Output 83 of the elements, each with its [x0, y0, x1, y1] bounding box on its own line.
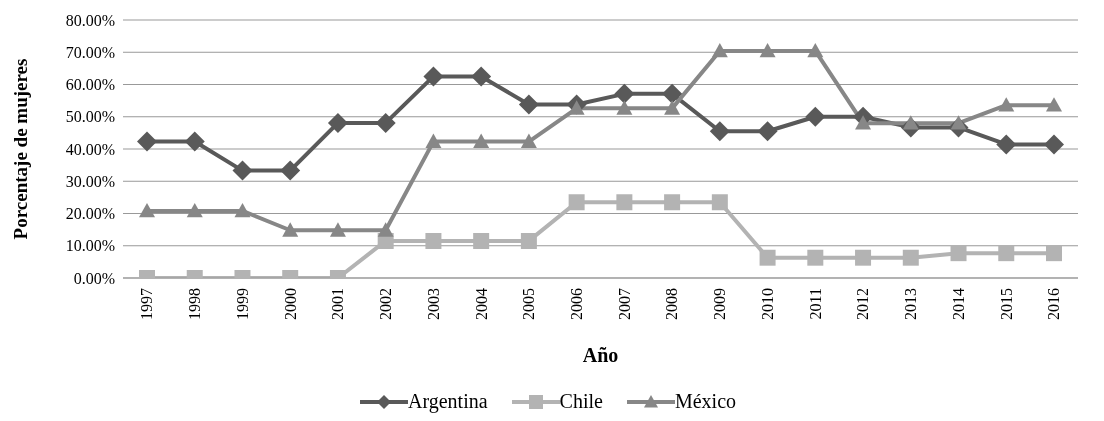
y-tick-label: 40.00% [65, 140, 115, 158]
point [425, 232, 442, 249]
point [425, 133, 442, 148]
point [329, 222, 346, 237]
legend-label: Argentina [407, 390, 488, 413]
point [759, 42, 776, 58]
y-tick-label: 80.00% [65, 11, 115, 29]
y-axis-title: Porcentaje de mujeres [9, 58, 31, 240]
x-tick-label: 2012 [854, 288, 872, 320]
point [327, 112, 348, 133]
point [996, 134, 1017, 155]
point [377, 222, 394, 237]
x-tick-label: 2005 [520, 288, 538, 320]
x-tick-label: 1997 [138, 288, 156, 320]
x-tick-label: 2010 [758, 288, 776, 320]
x-tick-label: 2008 [663, 288, 681, 320]
point [807, 249, 824, 266]
y-tick-label: 0.00% [73, 269, 115, 287]
x-tick-label: 2014 [949, 288, 967, 320]
point [902, 249, 919, 266]
x-axis-title: Año [582, 344, 619, 366]
point [950, 245, 967, 262]
point [186, 202, 203, 218]
y-tick-label: 10.00% [65, 237, 115, 255]
x-tick-label: 2011 [806, 288, 824, 320]
point [709, 121, 730, 142]
point [711, 42, 728, 58]
point [902, 115, 919, 130]
x-tick-label: 2002 [377, 288, 395, 320]
point [137, 131, 157, 152]
point [520, 232, 537, 249]
x-tick-label: 2001 [329, 288, 347, 320]
x-tick-label: 2000 [281, 288, 299, 320]
y-tick-label: 70.00% [65, 43, 115, 61]
point [614, 83, 635, 104]
x-tick-label: 2009 [711, 288, 729, 320]
point [280, 160, 301, 181]
point [1046, 245, 1062, 262]
point [375, 112, 396, 133]
point [423, 66, 444, 87]
point [232, 160, 253, 181]
legend-label: México [674, 390, 737, 413]
x-tick-label: 2007 [615, 288, 633, 320]
point [473, 232, 490, 249]
point [184, 131, 205, 152]
point [616, 100, 633, 115]
y-tick-label: 30.00% [65, 172, 115, 190]
point [855, 115, 872, 130]
point [807, 42, 824, 58]
legend-label: Chile [559, 390, 603, 413]
point [139, 202, 155, 218]
point [855, 249, 872, 266]
point [759, 249, 776, 266]
point [662, 83, 683, 104]
x-tick-label: 2003 [424, 288, 442, 320]
y-tick-label: 20.00% [65, 205, 115, 223]
point [1046, 97, 1062, 112]
point [711, 194, 728, 211]
point [234, 202, 251, 218]
point [805, 106, 826, 127]
point [282, 222, 299, 237]
x-tick-label: 2013 [902, 288, 920, 320]
point [616, 194, 633, 211]
x-tick-label: 1999 [233, 288, 251, 320]
x-tick-label: 2004 [472, 288, 490, 320]
point [473, 133, 490, 148]
point [518, 94, 539, 115]
x-tick-label: 2006 [567, 288, 585, 320]
point [950, 115, 967, 130]
x-tick-label: 1998 [186, 288, 204, 320]
point [664, 100, 681, 115]
x-tick-label: 2016 [1045, 288, 1063, 320]
point [998, 245, 1015, 262]
y-tick-label: 50.00% [65, 108, 115, 126]
point [1044, 134, 1064, 155]
x-tick-label: 2015 [997, 288, 1015, 320]
point [998, 97, 1015, 112]
y-tick-label: 60.00% [65, 76, 115, 94]
point [520, 133, 537, 148]
point [757, 121, 778, 142]
point [471, 66, 492, 87]
point [568, 194, 585, 211]
point [664, 194, 681, 211]
